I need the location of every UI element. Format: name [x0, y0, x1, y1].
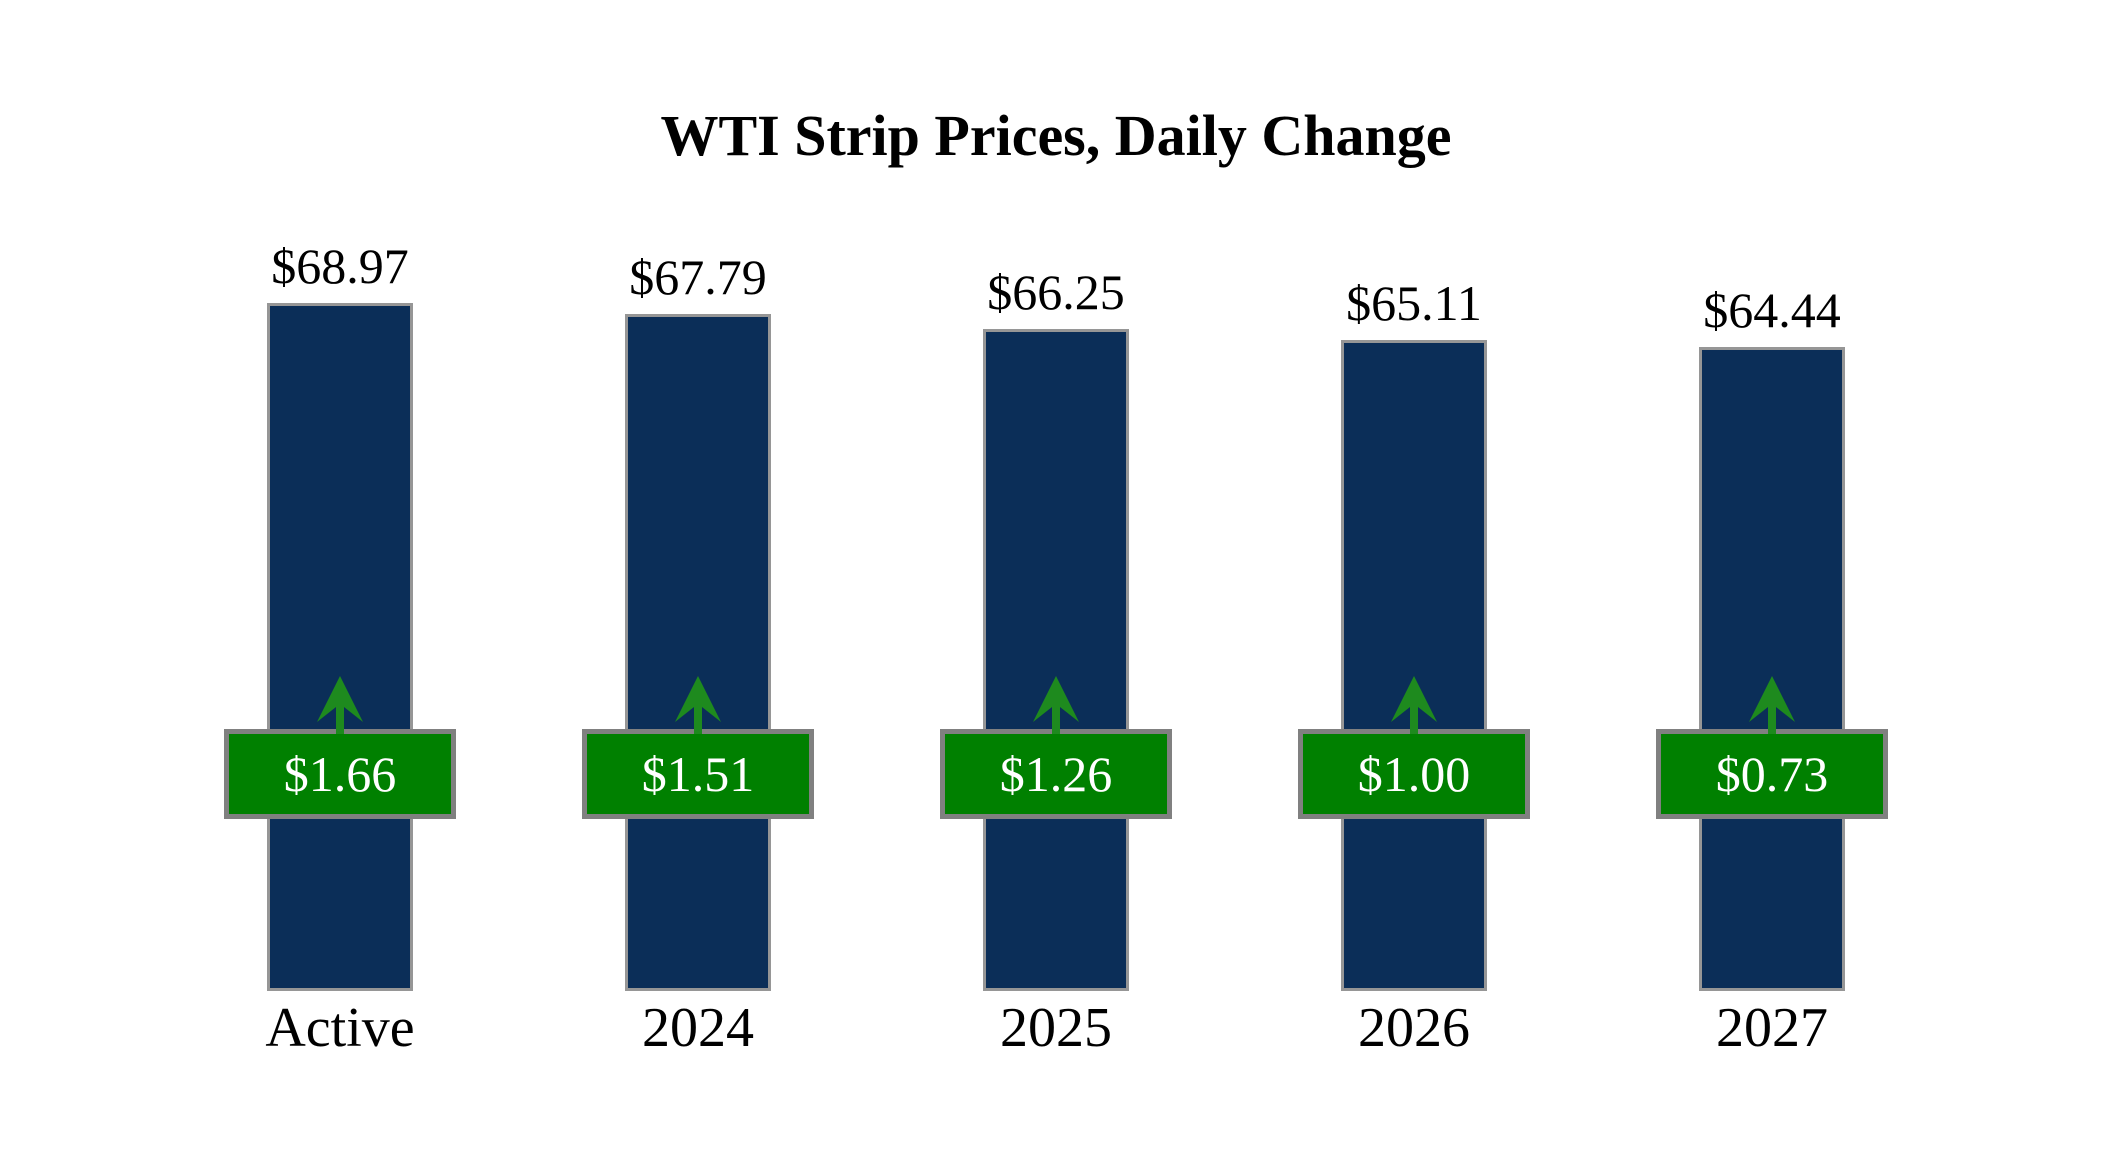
- price-label: $68.97: [271, 238, 409, 294]
- change-badge: $1.00: [1298, 729, 1530, 819]
- change-badge: $1.51: [582, 729, 814, 819]
- category-label: 2024: [642, 997, 754, 1059]
- bar: [267, 303, 413, 991]
- change-label: $1.66: [283, 746, 397, 802]
- up-arrow-icon: [317, 676, 363, 734]
- category-label: 2026: [1358, 997, 1470, 1059]
- change-label: $1.26: [999, 746, 1113, 802]
- bar-group: $68.97 $1.66 Active: [162, 0, 518, 1152]
- price-label: $65.11: [1346, 275, 1482, 331]
- price-label: $67.79: [629, 249, 767, 305]
- bar-group: $67.79 $1.51 2024: [520, 0, 876, 1152]
- change-badge: $1.26: [940, 729, 1172, 819]
- price-label: $64.44: [1703, 282, 1841, 338]
- bar: [625, 314, 771, 991]
- up-arrow-icon: [1033, 676, 1079, 734]
- category-label: 2027: [1716, 997, 1828, 1059]
- change-badge: $1.66: [224, 729, 456, 819]
- change-label: $1.51: [641, 746, 755, 802]
- chart-title: WTI Strip Prices, Daily Change: [660, 103, 1452, 168]
- bar: [1699, 347, 1845, 991]
- up-arrow-icon: [1749, 676, 1795, 734]
- bar: [1341, 340, 1487, 991]
- up-arrow-icon: [675, 676, 721, 734]
- change-label: $1.00: [1357, 746, 1471, 802]
- bar-group: $64.44 $0.73 2027: [1594, 0, 1950, 1152]
- bar: [983, 329, 1129, 991]
- up-arrow-icon: [1391, 676, 1437, 734]
- price-label: $66.25: [987, 264, 1125, 320]
- category-label: Active: [265, 997, 415, 1059]
- change-label: $0.73: [1715, 746, 1829, 802]
- bar-group: $66.25 $1.26 2025: [878, 0, 1234, 1152]
- bar-group: $65.11 $1.00 2026: [1236, 0, 1592, 1152]
- category-label: 2025: [1000, 997, 1112, 1059]
- change-badge: $0.73: [1656, 729, 1888, 819]
